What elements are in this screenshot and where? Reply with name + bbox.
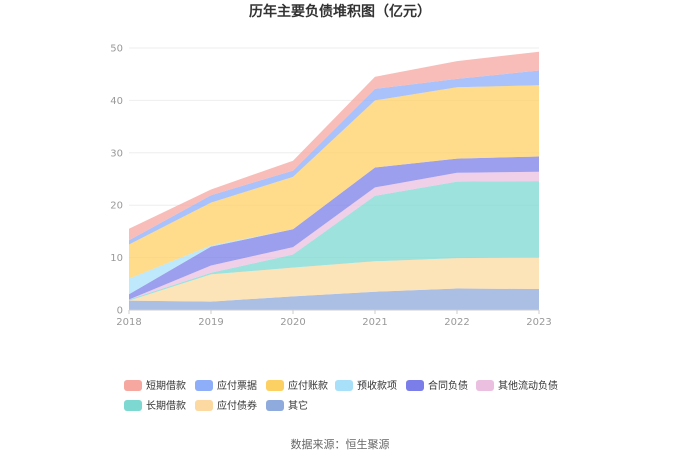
y-tick-label: 30 [110,148,123,159]
area-长期借款 [129,181,539,301]
legend-swatch [266,400,284,411]
y-tick-label: 50 [110,44,123,55]
y-tick-label: 0 [117,306,123,317]
x-tick-label: 2018 [116,317,141,328]
area-应付账款 [129,85,539,279]
legend-swatch [195,380,213,391]
area-layers [129,51,539,310]
legend-label: 预收款项 [357,379,397,392]
legend-label: 合同负债 [428,379,468,392]
legend-label: 应付票据 [217,379,257,392]
area-其他流动负债 [129,171,539,300]
legend-item: 长期借款 [124,399,186,412]
legend-swatch [266,380,284,391]
y-tick-label: 20 [110,201,123,212]
legend-item: 应付债券 [195,399,257,412]
x-tick-label: 2022 [444,317,469,328]
chart-title: 历年主要负债堆积图（亿元） [249,3,431,20]
legend-item: 合同负债 [406,379,468,392]
y-tick-label: 10 [110,253,123,264]
data-source: 数据来源：恒生聚源 [291,437,390,451]
legend-swatch [124,380,142,391]
legend-swatch [124,400,142,411]
legend-item: 其它 [266,399,308,412]
legend-swatch [195,400,213,411]
legend-item: 预收款项 [335,379,397,392]
legend-label: 长期借款 [146,399,186,412]
axes: 0 10 20 30 40 50 2018 2019 2020 2021 2022 2023 [110,44,551,329]
legend-swatch [406,380,424,391]
x-tick-label: 2021 [362,317,387,328]
legend-swatch [335,380,353,391]
area-合同负债 [129,156,539,300]
area-短期借款 [129,51,539,241]
legend-label: 应付债券 [217,399,257,412]
legend-label: 应付账款 [288,379,328,392]
legend-swatch [476,380,494,391]
legend-item: 其他流动负债 [476,379,558,392]
area-应付债券 [129,257,539,302]
legend-item: 短期借款 [124,379,186,392]
legend-item: 应付票据 [195,379,257,392]
legend-item: 应付账款 [266,379,328,392]
x-tick-label: 2023 [526,317,551,328]
legend-label: 其它 [288,399,308,412]
legend-label: 其他流动负债 [498,379,558,392]
legend-label: 短期借款 [146,379,186,392]
x-tick-label: 2020 [280,317,305,328]
x-tick-label: 2019 [198,317,223,328]
area-其它 [129,288,539,310]
y-tick-label: 40 [110,96,123,107]
